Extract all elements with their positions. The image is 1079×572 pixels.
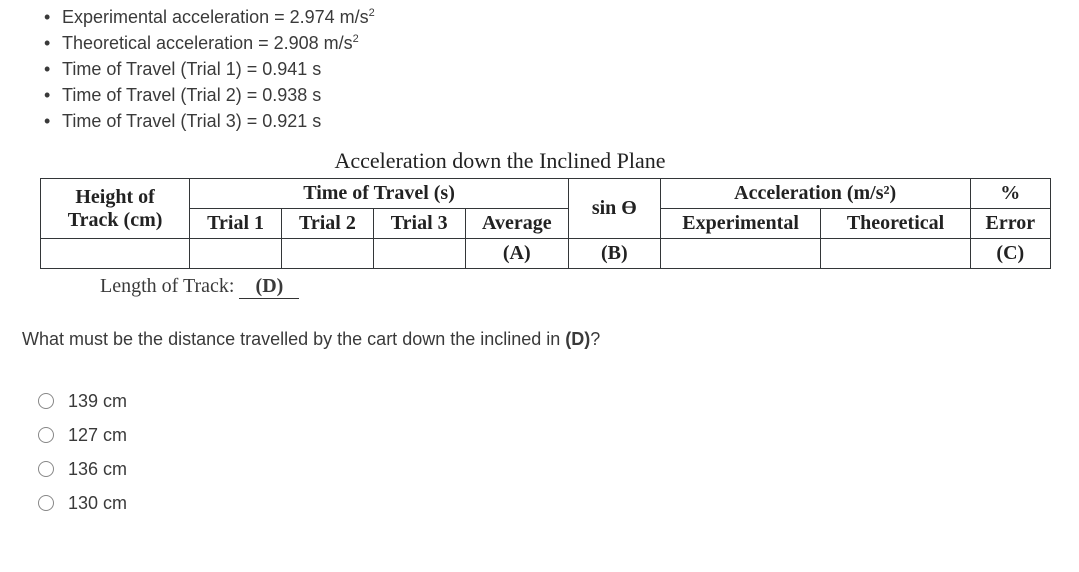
option-4[interactable]: 130 cm <box>38 486 1079 520</box>
col-theoretical: Theoretical <box>821 209 970 239</box>
cell-t2 <box>282 239 374 269</box>
col-accel: Acceleration (m/s²) <box>660 179 970 209</box>
cell-t3 <box>373 239 465 269</box>
question-bold: (D) <box>565 329 590 349</box>
bullet-trial3: Time of Travel (Trial 3) = 0.921 s <box>62 108 1079 134</box>
option-label: 127 cm <box>68 425 127 446</box>
bullet-trial2: Time of Travel (Trial 2) = 0.938 s <box>62 82 1079 108</box>
col-average: Average <box>465 209 568 239</box>
table-header-row1: Height of Track (cm) Time of Travel (s) … <box>41 179 1051 209</box>
text: Theoretical acceleration = 2.908 m/s <box>62 33 353 53</box>
table-header-row2: Trial 1 Trial 2 Trial 3 Average Experime… <box>41 209 1051 239</box>
col-trial2: Trial 2 <box>282 209 374 239</box>
question-pre: What must be the distance travelled by t… <box>22 329 565 349</box>
lot-value: (D) <box>239 275 299 299</box>
length-of-track: Length of Track: (D) <box>0 269 1079 299</box>
radio-icon[interactable] <box>38 495 54 511</box>
bullet-theo-accel: Theoretical acceleration = 2.908 m/s2 <box>62 30 1079 56</box>
text: Experimental acceleration = 2.974 m/s <box>62 7 369 27</box>
question-post: ? <box>590 329 600 349</box>
col-trial3: Trial 3 <box>373 209 465 239</box>
answer-options: 139 cm 127 cm 136 cm 130 cm <box>0 350 1079 520</box>
col-height: Height of Track (cm) <box>41 179 190 239</box>
col-pct: % <box>970 179 1050 209</box>
option-2[interactable]: 127 cm <box>38 418 1079 452</box>
col-height-l2: Track (cm) <box>47 209 183 232</box>
option-label: 136 cm <box>68 459 127 480</box>
col-height-l1: Height of <box>47 186 183 209</box>
question-text: What must be the distance travelled by t… <box>0 299 1079 350</box>
cell-sin: (B) <box>568 239 660 269</box>
option-1[interactable]: 139 cm <box>38 384 1079 418</box>
cell-theo <box>821 239 970 269</box>
table-container: Height of Track (cm) Time of Travel (s) … <box>0 178 1079 269</box>
data-table: Height of Track (cm) Time of Travel (s) … <box>40 178 1051 269</box>
col-experimental: Experimental <box>660 209 821 239</box>
given-data-list: Experimental acceleration = 2.974 m/s2 T… <box>0 4 1079 134</box>
superscript: 2 <box>353 33 359 45</box>
option-3[interactable]: 136 cm <box>38 452 1079 486</box>
col-trial1: Trial 1 <box>190 209 282 239</box>
col-time: Time of Travel (s) <box>190 179 569 209</box>
cell-avg: (A) <box>465 239 568 269</box>
bullet-trial1: Time of Travel (Trial 1) = 0.941 s <box>62 56 1079 82</box>
lot-label: Length of Track: <box>100 275 234 297</box>
option-label: 130 cm <box>68 493 127 514</box>
col-sin: sin Ө <box>568 179 660 239</box>
cell-t1 <box>190 239 282 269</box>
radio-icon[interactable] <box>38 427 54 443</box>
bullet-exp-accel: Experimental acceleration = 2.974 m/s2 <box>62 4 1079 30</box>
table-title: Acceleration down the Inclined Plane <box>0 148 1000 174</box>
cell-height <box>41 239 190 269</box>
option-label: 139 cm <box>68 391 127 412</box>
radio-icon[interactable] <box>38 461 54 477</box>
table-data-row: (A) (B) (C) <box>41 239 1051 269</box>
radio-icon[interactable] <box>38 393 54 409</box>
superscript: 2 <box>369 7 375 19</box>
content: Experimental acceleration = 2.974 m/s2 T… <box>0 0 1079 520</box>
cell-err: (C) <box>970 239 1050 269</box>
cell-exp <box>660 239 821 269</box>
col-error: Error <box>970 209 1050 239</box>
